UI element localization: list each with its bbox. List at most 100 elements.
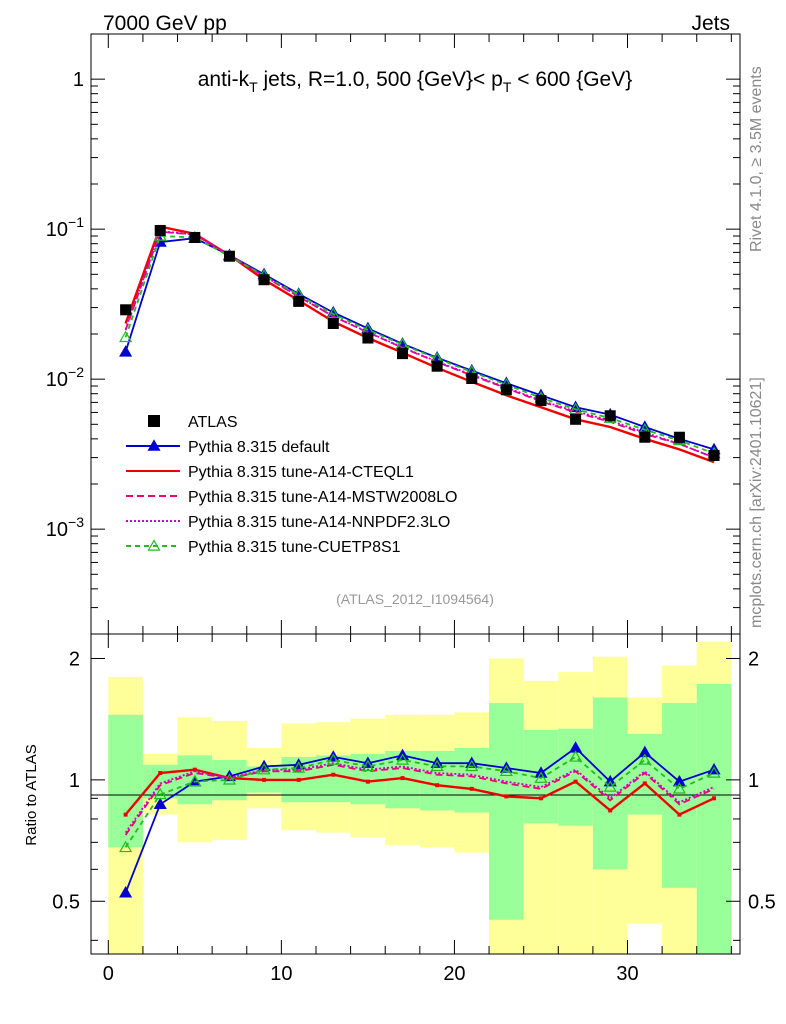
legend-atlas-label: ATLAS: [188, 414, 238, 431]
header-left: 7000 GeV pp: [103, 12, 227, 35]
ratio-pythia-8-315-default-point: [672, 774, 686, 787]
ratio-pythia-8-315-tune-cuetp8s1-point: [188, 774, 202, 787]
atlas-data-point: [189, 231, 201, 243]
ratio-pythia-8-315-tune-a14-cteql1-point: [365, 779, 370, 784]
ratio-band-green: [108, 714, 143, 848]
ratio-pythia-8-315-tune-cuetp8s1-point: [326, 753, 340, 765]
ratio-band-green: [142, 764, 178, 799]
ratio-panel: 0.5 0.51 12 20 10 20 30 Ratio to ATLAS: [23, 633, 776, 985]
y-tick-label: 10−1: [46, 214, 84, 241]
atlas-data-point: [708, 449, 720, 461]
legend-pythia-8-315-default-label: Pythia 8.315 default: [188, 439, 330, 456]
ratio-pythia-8-315-tune-cuetp8s1-point: [707, 766, 721, 778]
ratio-pythia-8-315-tune-cuetp8s1-point: [257, 762, 271, 775]
ratio-pythia-8-315-tune-a14-cteql1-point: [712, 796, 717, 801]
ratio-y-tick-label-right: 0.5: [748, 891, 776, 913]
ratio-y-tick-label-right: 2: [748, 648, 759, 670]
mcplots-label: mcplots.cern.ch [arXiv:2401.10621]: [748, 377, 765, 628]
ratio-pythia-8-315-tune-a14-cteql1-point: [642, 781, 647, 786]
ratio-frame: [90, 633, 741, 955]
atlas-data-point: [639, 431, 651, 443]
ratio-pythia-8-315-tune-a14-cteql1-point: [435, 783, 440, 788]
main-pythia-8-315-tune-cuetp8s1-point: [569, 402, 583, 414]
atlas-data-point: [500, 384, 512, 396]
legend-pythia-8-315-tune-cuetp8s1-label: Pythia 8.315 tune-CUETP8S1: [188, 539, 401, 556]
main-pythia-8-315-default-point: [119, 345, 133, 357]
ratio-pythia-8-315-tune-a14-mstw2008lo-line: [124, 763, 715, 836]
legend-atlas-marker: [148, 415, 160, 427]
atlas-data-point: [431, 360, 443, 372]
main-pythia-8-315-tune-cuetp8s1-line: [124, 235, 715, 455]
ratio-pythia-8-315-tune-cuetp8s1-point: [119, 840, 133, 853]
y-tick-label: 10−3: [46, 514, 84, 541]
atlas-data-point: [604, 410, 616, 422]
ratio-pythia-8-315-tune-a14-cteql1-point: [400, 776, 405, 781]
main-pythia-8-315-tune-cuetp8s1-point: [119, 330, 133, 343]
ratio-pythia-8-315-default-point: [638, 745, 652, 758]
atlas-data-point: [154, 224, 166, 236]
atlas-data-point: [293, 295, 305, 307]
legend-pythia-8-315-default-marker: [147, 439, 161, 451]
ratio-pythia-8-315-tune-cuetp8s1-point: [153, 787, 167, 800]
ratio-band-green: [489, 703, 524, 920]
atlas-data-point: [570, 413, 582, 425]
ratio-pythia-8-315-tune-a14-cteql1-point: [469, 786, 474, 791]
ratio-pythia-8-315-tune-a14-cteql1-point: [331, 772, 336, 777]
ratio-pythia-8-315-tune-cuetp8s1-point: [638, 753, 652, 765]
ratio-pythia-8-315-tune-cuetp8s1-point: [603, 780, 617, 792]
ratio-pythia-8-315-tune-cuetp8s1-line: [124, 755, 715, 848]
ratio-ylabel: Ratio to ATLAS: [23, 744, 40, 845]
legend: ATLAS Pythia 8.315 default Pythia 8.315 tu…: [126, 414, 457, 556]
ratio-pythia-8-315-tune-cuetp8s1-point: [395, 753, 410, 765]
ratio-pythia-8-315-tune-cuetp8s1-point: [361, 759, 375, 772]
ratio-pythia-8-315-tune-a14-cteql1-point: [504, 794, 509, 799]
legend-pythia-8-315-tune-a14-cteql1-label: Pythia 8.315 tune-A14-CTEQL1: [188, 464, 414, 481]
atlas-data-point: [673, 431, 685, 443]
ratio-pythia-8-315-tune-a14-nnpdf2-3lo-line: [124, 762, 715, 834]
header-right: Jets: [691, 12, 730, 35]
ratio-pythia-8-315-tune-cuetp8s1-point: [534, 771, 548, 783]
ratio-pythia-8-315-default-point: [119, 886, 133, 898]
legend-pythia-8-315-tune-a14-mstw2008lo-label: Pythia 8.315 tune-A14-MSTW2008LO: [188, 489, 457, 506]
x-tick-label: 0: [103, 963, 114, 985]
analysis-tag: (ATLAS_2012_I1094564): [336, 591, 494, 607]
ratio-pythia-8-315-tune-a14-cteql1-point: [192, 767, 197, 772]
atlas-data-point: [397, 348, 409, 360]
x-tick-label: 10: [270, 963, 292, 985]
main-pythia-8-315-tune-a14-nnpdf2-3lo-line: [124, 230, 715, 459]
ratio-pythia-8-315-tune-a14-cteql1-point: [538, 796, 543, 801]
ratio-pythia-8-315-tune-a14-cteql1-point: [573, 779, 578, 784]
main-panel: 1 10−1 10−2 10−3 anti-kT jets, R=1.0, 500 {…: [46, 33, 741, 635]
ratio-y-tick-label: 2: [69, 648, 80, 670]
atlas-data-point: [223, 250, 235, 262]
ratio-pythia-8-315-tune-cuetp8s1-point: [430, 759, 444, 772]
y-tick-label: 10−2: [46, 364, 84, 391]
ratio-pythia-8-315-tune-cuetp8s1-point: [499, 764, 513, 777]
atlas-data-point: [327, 317, 339, 329]
legend-pythia-8-315-tune-a14-nnpdf2-3lo-label: Pythia 8.315 tune-A14-NNPDF2.3LO: [188, 514, 450, 531]
legend-pythia-8-315-tune-cuetp8s1-marker: [147, 539, 161, 551]
ratio-pythia-8-315-tune-cuetp8s1-point: [672, 782, 686, 794]
ratio-pythia-8-315-tune-cuetp8s1-point: [465, 759, 479, 772]
x-tick-label: 30: [616, 963, 638, 985]
x-tick-label: 20: [443, 963, 465, 985]
y-tick-label: 1: [73, 69, 84, 91]
ratio-pythia-8-315-tune-a14-cteql1-point: [608, 808, 613, 813]
ratio-pythia-8-315-tune-a14-cteql1-point: [262, 777, 267, 782]
ratio-pythia-8-315-tune-cuetp8s1-point: [222, 773, 236, 785]
ratio-pythia-8-315-tune-cuetp8s1-point: [569, 750, 583, 762]
atlas-data-point: [535, 395, 547, 407]
atlas-data-point: [120, 304, 132, 316]
ratio-pythia-8-315-default-point: [153, 797, 167, 809]
atlas-data-point: [466, 373, 478, 385]
ratio-pythia-8-315-tune-a14-cteql1-point: [677, 812, 682, 817]
ratio-band-green: [696, 683, 732, 954]
plot-title: anti-kT jets, R=1.0, 500 {GeV}< pT < 600…: [198, 68, 633, 95]
ratio-y-tick-label-right: 1: [748, 770, 759, 792]
atlas-data-point: [362, 332, 374, 344]
ratio-y-tick-label: 1: [69, 770, 80, 792]
ratio-pythia-8-315-tune-a14-cteql1-point: [123, 812, 128, 817]
ratio-pythia-8-315-tune-cuetp8s1-point: [292, 761, 306, 773]
rivet-label: Rivet 4.1.0, ≥ 3.5M events: [748, 66, 765, 252]
